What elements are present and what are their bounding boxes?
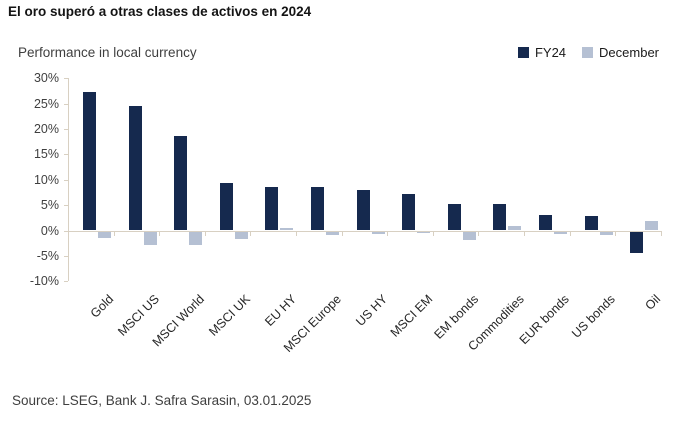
bar-december-commodities [508,226,522,231]
y-axis-tick [64,128,68,130]
december-swatch-icon [582,47,594,58]
bar-fy24-em-bonds [447,203,461,231]
bar-fy24-msci-world [174,136,188,231]
y-axis-tick [64,255,68,257]
bar-december-msci-us [143,231,157,246]
fy24-swatch-icon [517,47,529,58]
bar-december-eur-bonds [554,231,567,235]
y-axis-tick-label: 0% [40,223,59,238]
x-axis-tick [387,230,389,236]
legend-item-fy24: FY24 [517,45,567,60]
y-axis-tick [64,78,68,80]
bar-fy24-msci-us [128,105,142,231]
x-axis-tick [113,230,115,236]
bar-fy24-msci-em [402,193,416,231]
bar-fy24-commodities [493,204,507,231]
y-axis-tick-label: 10% [33,172,59,187]
bar-december-us-bonds [599,231,613,235]
y-axis-tick-label: 20% [33,121,59,136]
bar-december-msci-em [417,231,431,234]
x-axis-label-us-hy: US HY [352,292,390,329]
y-axis-tick [64,154,68,156]
x-axis-tick [660,230,662,236]
x-axis-tick [432,230,434,236]
bar-fy24-eu-hy [265,186,279,231]
chart-subtitle: Performance in local currency [18,45,197,60]
bar-fy24-oil [630,231,644,253]
bar-december-oil [645,220,659,231]
x-axis-tick [296,230,297,236]
x-axis-line [68,230,661,232]
x-axis-tick [204,230,206,236]
bar-fy24-msci-europe [311,187,324,231]
bar-fy24-gold [83,92,96,231]
y-axis-tick-label: 5% [40,198,59,213]
x-axis-label-gold: Gold [87,292,117,321]
x-axis-tick [524,230,525,236]
bar-fy24-us-hy [356,189,370,231]
y-axis-tick [64,103,68,105]
y-axis-tick [64,205,68,207]
x-axis-tick [478,230,480,236]
x-axis-tick [569,230,571,236]
x-axis-tick [615,230,617,236]
y-axis-tick-label: -10% [29,274,59,289]
bar-december-us-hy [371,231,385,235]
y-axis-tick-label: 30% [33,71,59,86]
bar-fy24-msci-uk [219,182,233,231]
y-axis-tick [64,230,68,232]
x-axis-label-msci-uk: MSCI UK [206,292,254,339]
y-axis-tick-label: 15% [33,147,59,162]
x-axis-tick [159,230,161,236]
x-axis-tick [341,230,343,236]
bar-december-gold [98,231,111,239]
legend-item-december: December [582,45,659,60]
y-axis-line [68,78,69,282]
x-axis-label-msci-us: MSCI US [115,292,162,339]
y-axis-tick [64,281,68,283]
bar-december-em-bonds [462,231,476,240]
legend: FY24 December [517,45,659,60]
bar-fy24-eur-bonds [539,214,552,231]
bar-december-msci-uk [234,231,248,239]
x-axis-tick [250,230,252,236]
bar-december-msci-europe [326,231,339,235]
bar-fy24-us-bonds [584,216,598,231]
bar-december-msci-world [189,231,203,246]
x-axis-label-msci-em: MSCI EM [387,292,436,340]
chart-title: El oro superó a otras clases de activos … [8,4,312,19]
x-axis-label-oil: Oil [642,292,664,313]
x-axis-label-eu-hy: EU HY [261,292,299,329]
legend-label-fy24: FY24 [534,45,567,60]
legend-label-december: December [599,45,659,60]
y-axis-tick [64,179,68,181]
source-note: Source: LSEG, Bank J. Safra Sarasin, 03.… [12,393,312,408]
bar-december-eu-hy [280,228,294,231]
y-axis-tick-label: 25% [33,96,59,111]
y-axis-tick-label: -5% [36,248,59,263]
x-axis-label-us-bonds: US bonds [569,292,618,341]
